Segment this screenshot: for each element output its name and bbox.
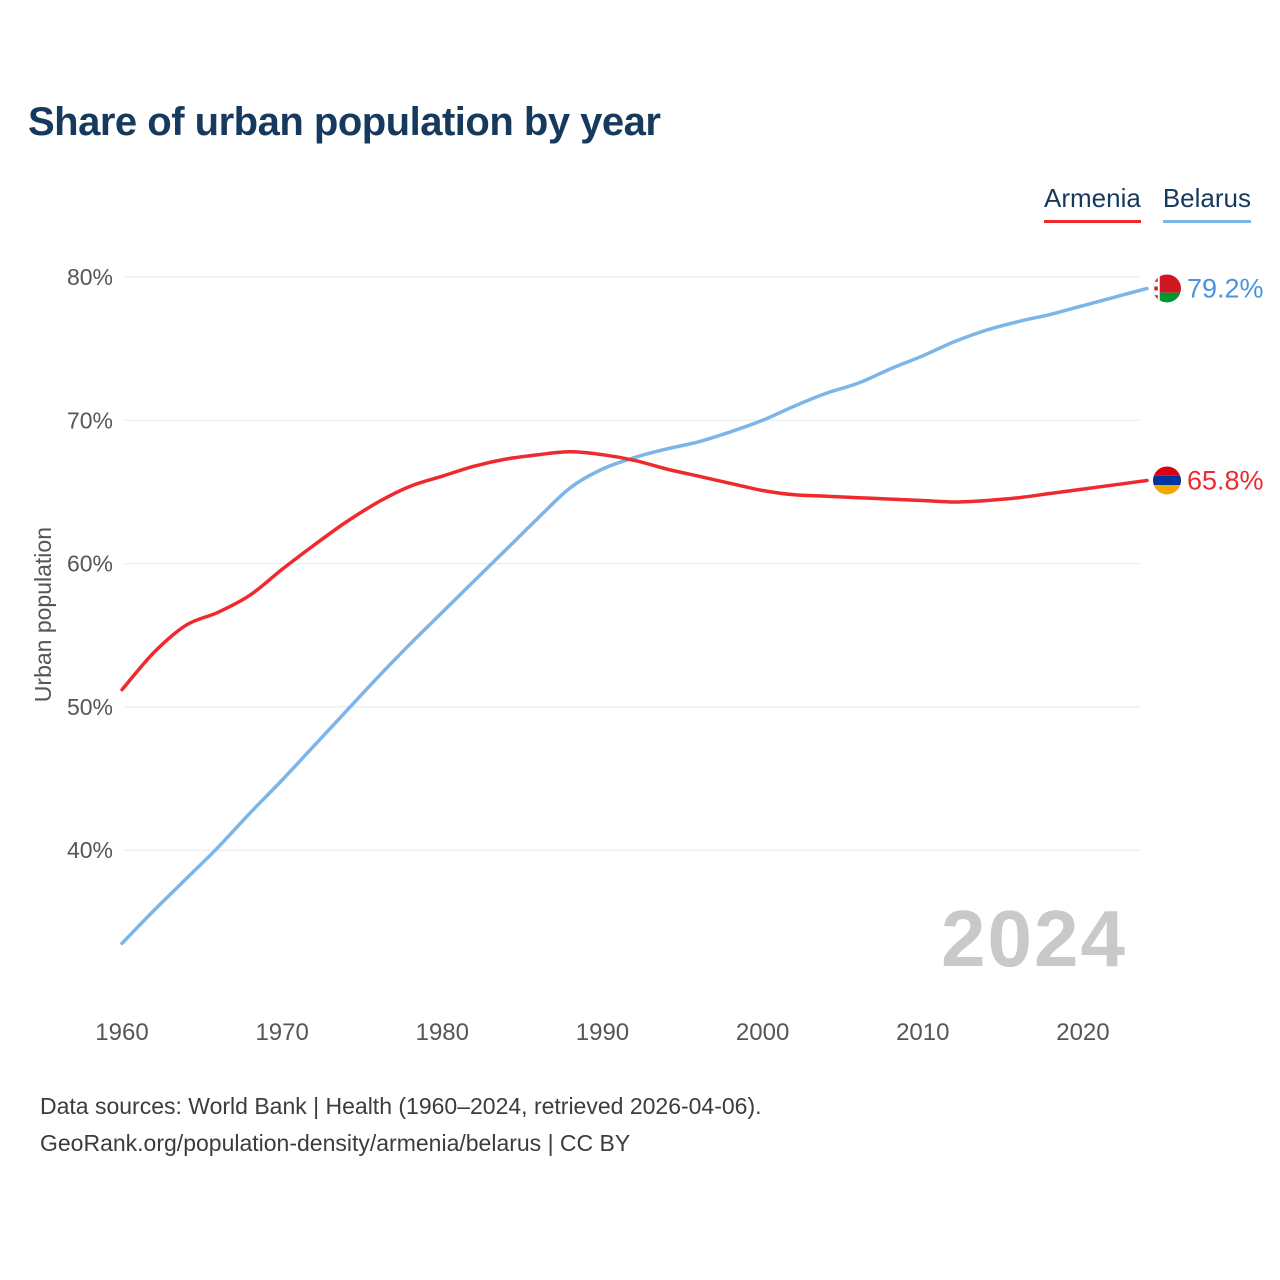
x-tick-label: 1990 [576,1019,629,1046]
y-tick-label: 60% [67,551,113,577]
belarus-line [120,286,1149,946]
attribution-text: GeoRank.org/population-density/armenia/b… [40,1130,631,1156]
belarus-flag-icon [1153,274,1181,303]
armenia-line [120,450,1149,692]
data-sources-text: Data sources: World Bank | Health (1960–… [40,1093,762,1119]
y-tick-label: 40% [67,837,113,863]
chart-legend: Armenia Belarus [1044,183,1251,223]
y-tick-label: 80% [67,264,113,290]
legend-item-armenia[interactable]: Armenia [1044,183,1141,223]
page-title: Share of urban population by year [28,100,661,144]
armenia-flag-icon [1153,466,1181,495]
y-axis-label: Urban population [30,527,56,703]
x-tick-label: 1960 [95,1019,148,1046]
armenia-end-label: 65.8% [1187,465,1264,495]
x-tick-label: 2000 [736,1019,789,1046]
belarus-end-label: 79.2% [1187,273,1264,303]
legend-item-belarus[interactable]: Belarus [1162,183,1251,223]
y-tick-label: 70% [67,407,113,433]
chart-footer: Data sources: World Bank | Health (1960–… [40,1088,762,1162]
x-tick-label: 1970 [255,1019,308,1046]
x-tick-label: 2010 [896,1019,949,1046]
x-tick-label: 1980 [416,1019,469,1046]
x-tick-label: 2020 [1056,1019,1109,1046]
y-tick-label: 50% [67,694,113,720]
year-watermark: 2024 [941,894,1127,983]
